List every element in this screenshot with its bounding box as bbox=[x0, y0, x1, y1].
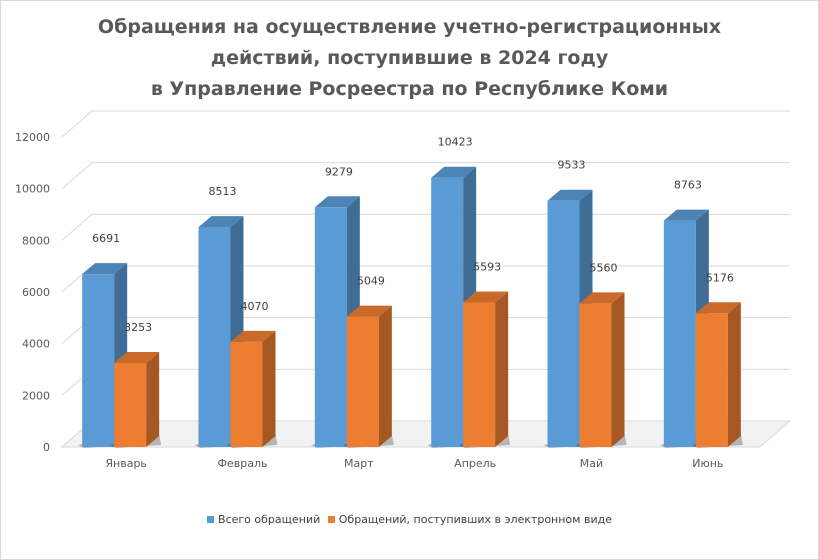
bar-electronic-top bbox=[695, 302, 741, 314]
bar-total bbox=[547, 200, 580, 447]
bar-electronic-side bbox=[146, 351, 160, 447]
bar-total bbox=[431, 177, 464, 447]
chart-legend: Всего обращений Обращений, поступивших в… bbox=[0, 513, 819, 526]
data-label: 9279 bbox=[325, 165, 353, 178]
data-label: 10423 bbox=[438, 136, 473, 149]
bar-electronic-top bbox=[114, 351, 160, 363]
data-label: 4070 bbox=[241, 300, 269, 313]
data-label: 5560 bbox=[590, 261, 618, 274]
bar-total-top bbox=[663, 209, 709, 221]
bar-electronic-side bbox=[262, 330, 276, 447]
legend-item-electronic: Обращений, поступивших в электронном вид… bbox=[327, 513, 612, 526]
bar-electronic-top bbox=[463, 291, 509, 303]
bar-electronic bbox=[346, 316, 379, 447]
bar-total bbox=[663, 220, 696, 447]
bar-electronic-top bbox=[346, 305, 392, 317]
bar-electronic bbox=[230, 341, 263, 447]
bar-electronic-side bbox=[495, 291, 509, 447]
bar-total-top bbox=[314, 196, 360, 208]
legend-swatch-electronic bbox=[327, 516, 335, 523]
y-tick-label: 2000 bbox=[22, 389, 50, 402]
bar-total bbox=[82, 274, 115, 447]
x-tick-label: Май bbox=[580, 457, 603, 470]
data-label: 6691 bbox=[92, 232, 120, 245]
gridline-depth bbox=[61, 110, 93, 138]
bar-electronic bbox=[463, 302, 496, 447]
x-tick-label: Апрель bbox=[454, 457, 496, 470]
y-tick-label: 10000 bbox=[15, 183, 50, 196]
chart-title-line-3: в Управление Росреестра по Республике Ко… bbox=[150, 78, 669, 100]
y-tick-label: 6000 bbox=[22, 286, 50, 299]
data-label: 9533 bbox=[558, 159, 586, 172]
bar-total-top bbox=[547, 189, 593, 201]
gridline-depth bbox=[61, 162, 93, 190]
x-tick-label: Февраль bbox=[218, 457, 268, 470]
chart-title-line-1: Обращения на осуществление учетно-регист… bbox=[97, 16, 722, 38]
bar-electronic bbox=[579, 303, 612, 447]
bar-electronic bbox=[695, 313, 728, 447]
y-tick-label: 4000 bbox=[22, 338, 50, 351]
data-label: 5593 bbox=[473, 261, 501, 274]
bar-total-top bbox=[431, 166, 477, 178]
bar-total-top bbox=[198, 216, 244, 228]
x-tick-label: Июнь bbox=[692, 457, 723, 470]
y-tick-label: 0 bbox=[43, 441, 50, 454]
bar-electronic-side bbox=[611, 292, 625, 447]
bar-electronic bbox=[114, 362, 147, 447]
data-label: 8513 bbox=[209, 185, 237, 198]
legend-label-electronic: Обращений, поступивших в электронном вид… bbox=[338, 513, 612, 526]
x-tick-label: Январь bbox=[105, 457, 147, 470]
data-label: 3253 bbox=[124, 321, 152, 334]
y-tick-label: 8000 bbox=[22, 234, 50, 247]
y-tick-label: 12000 bbox=[15, 131, 50, 144]
bar-electronic-top bbox=[230, 330, 276, 342]
data-label: 5176 bbox=[706, 271, 734, 284]
bar-electronic-side bbox=[727, 302, 741, 447]
x-tick-label: Март bbox=[344, 457, 374, 470]
bar-electronic-side bbox=[378, 305, 392, 447]
chart-title-line-2: действий, поступившие в 2024 году bbox=[210, 47, 609, 69]
bar-total-top bbox=[82, 263, 128, 275]
legend-label-total: Всего обращений bbox=[218, 513, 321, 526]
legend-item-total: Всего обращений bbox=[207, 513, 320, 526]
data-label: 8763 bbox=[674, 179, 702, 192]
legend-swatch-total bbox=[207, 516, 215, 523]
data-label: 5049 bbox=[357, 275, 385, 288]
bar-electronic-top bbox=[579, 292, 625, 304]
bar-total bbox=[314, 207, 347, 447]
gridline-depth bbox=[61, 213, 93, 241]
chart-title: Обращения на осуществление учетно-регист… bbox=[0, 12, 819, 105]
bar-total bbox=[198, 227, 231, 447]
